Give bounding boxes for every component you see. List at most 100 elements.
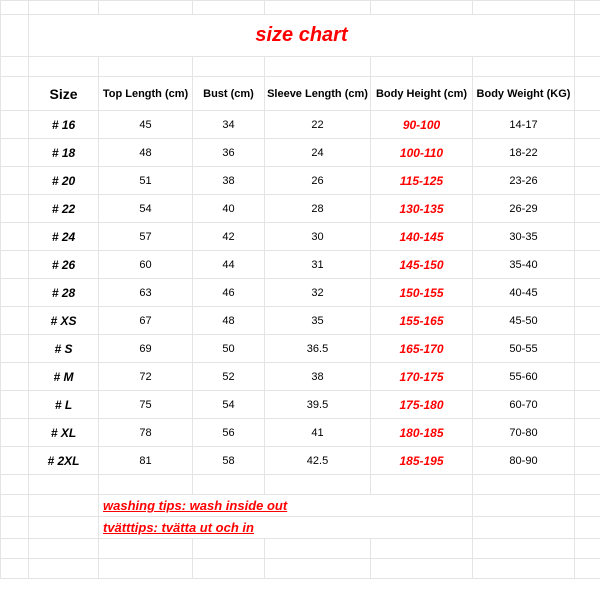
bust-cell: 40 bbox=[193, 195, 265, 223]
size-cell: # 28 bbox=[29, 279, 99, 307]
sleeve-length-cell: 24 bbox=[265, 139, 371, 167]
top-length-cell: 81 bbox=[99, 447, 193, 475]
sleeve-length-cell: 36.5 bbox=[265, 335, 371, 363]
top-length-cell: 75 bbox=[99, 391, 193, 419]
table-row: # XL785641180-18570-80 bbox=[1, 419, 600, 447]
table-row: # 22544028130-13526-29 bbox=[1, 195, 600, 223]
bust-cell: 36 bbox=[193, 139, 265, 167]
body-height-cell: 140-145 bbox=[371, 223, 473, 251]
table-row: # 20513826115-12523-26 bbox=[1, 167, 600, 195]
body-weight-cell: 40-45 bbox=[473, 279, 575, 307]
sleeve-length-cell: 26 bbox=[265, 167, 371, 195]
sleeve-length-cell: 38 bbox=[265, 363, 371, 391]
size-cell: # 22 bbox=[29, 195, 99, 223]
col-header-weight: Body Weight (KG) bbox=[473, 77, 575, 111]
size-cell: # 16 bbox=[29, 111, 99, 139]
size-cell: # 20 bbox=[29, 167, 99, 195]
bust-cell: 54 bbox=[193, 391, 265, 419]
col-header-height: Body Height (cm) bbox=[371, 77, 473, 111]
blank-row bbox=[1, 57, 600, 77]
table-row: # 2XL815842.5185-19580-90 bbox=[1, 447, 600, 475]
table-row: # 28634632150-15540-45 bbox=[1, 279, 600, 307]
body-weight-cell: 23-26 bbox=[473, 167, 575, 195]
body-height-cell: 155-165 bbox=[371, 307, 473, 335]
body-height-cell: 185-195 bbox=[371, 447, 473, 475]
table-row: # 24574230140-14530-35 bbox=[1, 223, 600, 251]
sleeve-length-cell: 42.5 bbox=[265, 447, 371, 475]
body-height-cell: 165-170 bbox=[371, 335, 473, 363]
size-cell: # XS bbox=[29, 307, 99, 335]
size-cell: # 18 bbox=[29, 139, 99, 167]
spreadsheet-edge-row bbox=[1, 1, 600, 15]
blank-row bbox=[1, 539, 600, 559]
bust-cell: 50 bbox=[193, 335, 265, 363]
size-cell: # XL bbox=[29, 419, 99, 447]
bust-cell: 52 bbox=[193, 363, 265, 391]
bust-cell: 44 bbox=[193, 251, 265, 279]
size-cell: # 24 bbox=[29, 223, 99, 251]
body-height-cell: 115-125 bbox=[371, 167, 473, 195]
col-header-sleeve: Sleeve Length (cm) bbox=[265, 77, 371, 111]
top-length-cell: 69 bbox=[99, 335, 193, 363]
body-weight-cell: 35-40 bbox=[473, 251, 575, 279]
table-row: # M725238170-17555-60 bbox=[1, 363, 600, 391]
sleeve-length-cell: 32 bbox=[265, 279, 371, 307]
bust-cell: 58 bbox=[193, 447, 265, 475]
sleeve-length-cell: 28 bbox=[265, 195, 371, 223]
body-height-cell: 145-150 bbox=[371, 251, 473, 279]
col-header-top: Top Length (cm) bbox=[99, 77, 193, 111]
top-length-cell: 54 bbox=[99, 195, 193, 223]
top-length-cell: 48 bbox=[99, 139, 193, 167]
col-header-size: Size bbox=[29, 77, 99, 111]
size-cell: # L bbox=[29, 391, 99, 419]
bust-cell: 38 bbox=[193, 167, 265, 195]
top-length-cell: 63 bbox=[99, 279, 193, 307]
washing-tip-en: washing tips: wash inside out bbox=[99, 495, 473, 517]
body-height-cell: 180-185 bbox=[371, 419, 473, 447]
bust-cell: 34 bbox=[193, 111, 265, 139]
body-weight-cell: 18-22 bbox=[473, 139, 575, 167]
header-row: Size Top Length (cm) Bust (cm) Sleeve Le… bbox=[1, 77, 600, 111]
body-height-cell: 170-175 bbox=[371, 363, 473, 391]
table-row: # L755439.5175-18060-70 bbox=[1, 391, 600, 419]
sleeve-length-cell: 35 bbox=[265, 307, 371, 335]
bust-cell: 56 bbox=[193, 419, 265, 447]
top-length-cell: 72 bbox=[99, 363, 193, 391]
body-weight-cell: 80-90 bbox=[473, 447, 575, 475]
sleeve-length-cell: 30 bbox=[265, 223, 371, 251]
bust-cell: 42 bbox=[193, 223, 265, 251]
washing-tip-sv: tvätttips: tvätta ut och in bbox=[99, 517, 473, 539]
body-weight-cell: 70-80 bbox=[473, 419, 575, 447]
body-weight-cell: 60-70 bbox=[473, 391, 575, 419]
body-height-cell: 100-110 bbox=[371, 139, 473, 167]
tips-row-2: tvätttips: tvätta ut och in bbox=[1, 517, 600, 539]
tips-row-1: washing tips: wash inside out bbox=[1, 495, 600, 517]
sleeve-length-cell: 39.5 bbox=[265, 391, 371, 419]
sleeve-length-cell: 41 bbox=[265, 419, 371, 447]
size-cell: # 26 bbox=[29, 251, 99, 279]
body-weight-cell: 26-29 bbox=[473, 195, 575, 223]
col-header-bust: Bust (cm) bbox=[193, 77, 265, 111]
table-row: # S695036.5165-17050-55 bbox=[1, 335, 600, 363]
title-row: size chart bbox=[1, 15, 600, 57]
size-cell: # M bbox=[29, 363, 99, 391]
top-length-cell: 78 bbox=[99, 419, 193, 447]
blank-row bbox=[1, 559, 600, 579]
top-length-cell: 60 bbox=[99, 251, 193, 279]
top-length-cell: 51 bbox=[99, 167, 193, 195]
table-row: # 1645342290-10014-17 bbox=[1, 111, 600, 139]
top-length-cell: 45 bbox=[99, 111, 193, 139]
body-weight-cell: 14-17 bbox=[473, 111, 575, 139]
sleeve-length-cell: 31 bbox=[265, 251, 371, 279]
size-cell: # 2XL bbox=[29, 447, 99, 475]
top-length-cell: 67 bbox=[99, 307, 193, 335]
top-length-cell: 57 bbox=[99, 223, 193, 251]
table-row: # XS674835155-16545-50 bbox=[1, 307, 600, 335]
body-height-cell: 175-180 bbox=[371, 391, 473, 419]
body-height-cell: 150-155 bbox=[371, 279, 473, 307]
body-weight-cell: 55-60 bbox=[473, 363, 575, 391]
body-weight-cell: 50-55 bbox=[473, 335, 575, 363]
chart-title: size chart bbox=[29, 15, 575, 57]
body-height-cell: 90-100 bbox=[371, 111, 473, 139]
bust-cell: 46 bbox=[193, 279, 265, 307]
